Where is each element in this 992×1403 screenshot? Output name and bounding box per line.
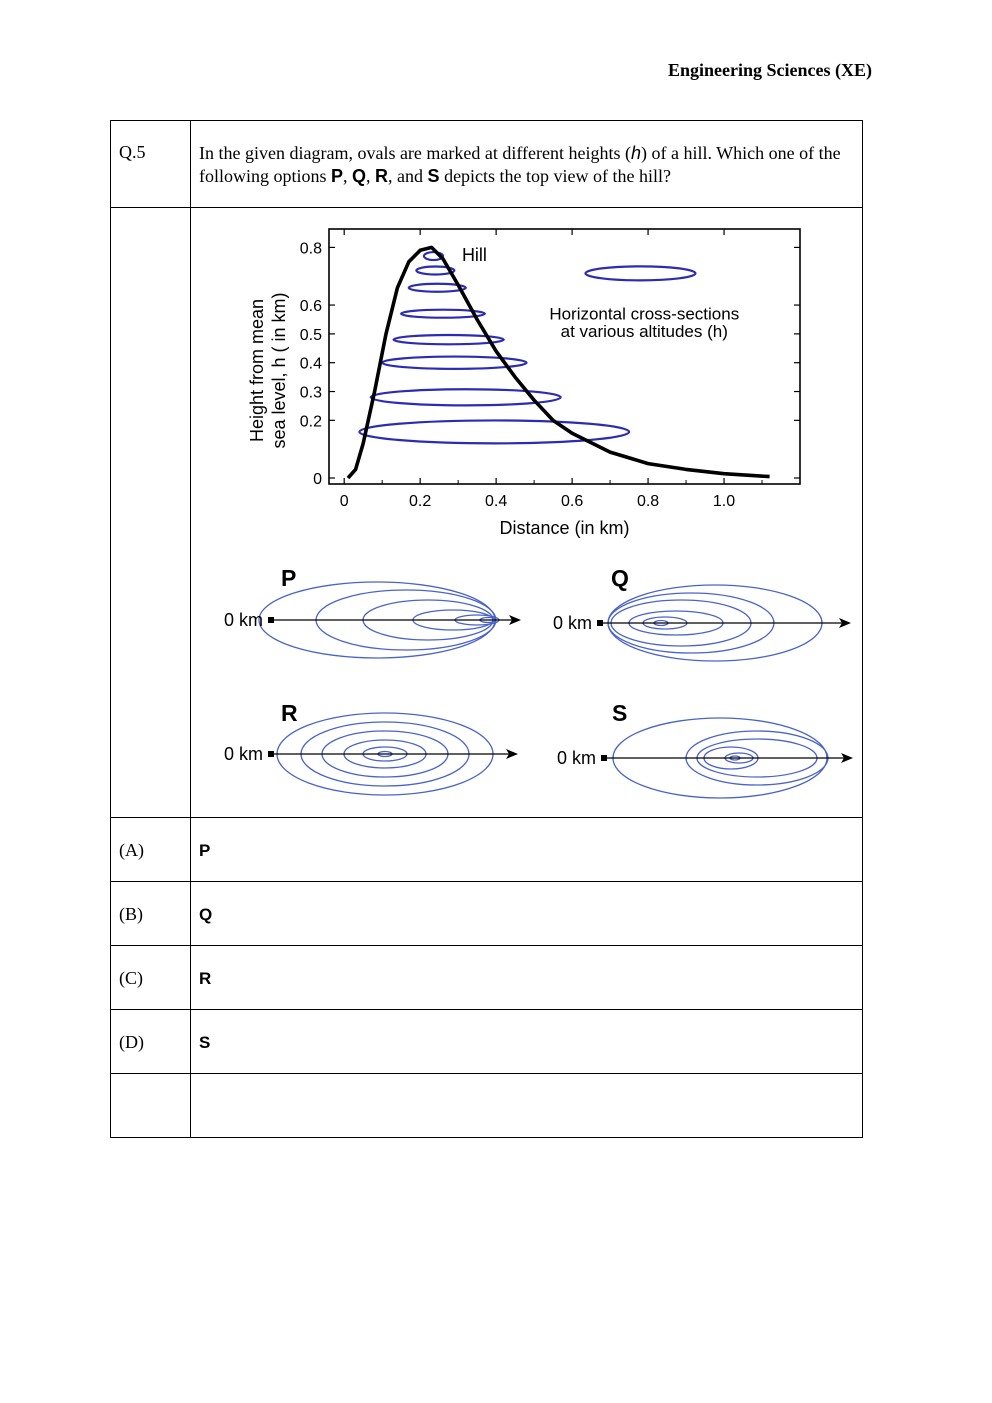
legend-oval bbox=[584, 265, 697, 282]
question-text-cell: In the given diagram, ovals are marked a… bbox=[190, 120, 863, 208]
question-text: In the given diagram, ovals are marked a… bbox=[199, 143, 841, 186]
axis-arrowhead bbox=[506, 749, 518, 759]
top-view-p: P 0 km bbox=[224, 565, 521, 659]
x-tick-label: 0.4 bbox=[485, 493, 507, 510]
x-tick-label: 0.6 bbox=[561, 493, 583, 510]
option-d-label: (D) bbox=[119, 1032, 144, 1052]
origin-label: 0 km bbox=[224, 610, 263, 630]
option-c-label: (C) bbox=[119, 968, 143, 988]
label-p: P bbox=[281, 565, 296, 591]
option-a-label: (A) bbox=[119, 840, 144, 860]
option-row-c[interactable]: (C) R bbox=[110, 945, 863, 1010]
x-tick-label: 0 bbox=[340, 493, 349, 510]
cross-section-oval bbox=[358, 419, 631, 445]
cross-section-oval bbox=[381, 355, 528, 370]
figure: 0 0.2 0.4 0.6 0.8 1.0 0 0.2 0.3 0.4 0.5 0.6 0.8 Dista… bbox=[224, 228, 853, 799]
y-tick-label: 0.8 bbox=[300, 240, 322, 257]
hill-curve bbox=[346, 245, 770, 480]
top-view-q: Q 0 km bbox=[553, 565, 851, 662]
y-tick-label: 0.3 bbox=[300, 385, 322, 402]
x-tick-label: 1.0 bbox=[713, 493, 735, 510]
option-d-value[interactable]: S bbox=[199, 1033, 211, 1052]
figure-row: 0 0.2 0.4 0.6 0.8 1.0 0 0.2 0.3 0.4 0.5 0.6 0.8 Dista… bbox=[110, 207, 863, 818]
axis-arrowhead bbox=[841, 753, 853, 763]
question-number-cell: Q.5 bbox=[110, 120, 191, 208]
option-b-label: (B) bbox=[119, 904, 143, 924]
axis-arrowhead bbox=[509, 615, 521, 625]
question-table: Q.5 In the given diagram, ovals are mark… bbox=[110, 120, 863, 1138]
origin-label: 0 km bbox=[553, 613, 592, 633]
origin-label: 0 km bbox=[224, 744, 263, 764]
x-tick-label: 0.8 bbox=[637, 493, 659, 510]
question-row: Q.5 In the given diagram, ovals are mark… bbox=[110, 120, 863, 208]
legend-text-line2: at various altitudes (h) bbox=[561, 322, 728, 341]
origin-label: 0 km bbox=[557, 748, 596, 768]
y-tick-label: 0.2 bbox=[300, 413, 322, 430]
option-row-a[interactable]: (A) P bbox=[110, 817, 863, 882]
y-axis-label-line2: sea level, h ( in km) bbox=[269, 292, 289, 448]
y-tick-label: 0.5 bbox=[300, 327, 322, 344]
figure-number-cell bbox=[110, 207, 191, 818]
y-tick-label: 0 bbox=[313, 471, 322, 488]
cross-section-oval bbox=[392, 333, 505, 346]
top-view-s: S 0 km bbox=[557, 700, 853, 799]
top-view-r: R 0 km bbox=[224, 700, 518, 796]
figure-cell: 0 0.2 0.4 0.6 0.8 1.0 0 0.2 0.3 0.4 0.5 0.6 0.8 Dista… bbox=[190, 207, 863, 818]
subject-header: Engineering Sciences (XE) bbox=[668, 60, 872, 80]
plot-frame bbox=[328, 228, 801, 485]
axis-arrowhead bbox=[839, 618, 851, 628]
question-number: Q.5 bbox=[119, 142, 146, 162]
option-c-value[interactable]: R bbox=[199, 969, 212, 988]
label-s: S bbox=[612, 700, 627, 726]
y-tick-label: 0.4 bbox=[300, 356, 322, 373]
cross-section-oval bbox=[369, 388, 562, 407]
label-q: Q bbox=[611, 565, 629, 591]
x-tick-label: 0.2 bbox=[409, 493, 431, 510]
option-row-b[interactable]: (B) Q bbox=[110, 881, 863, 946]
hill-label: Hill bbox=[462, 245, 487, 265]
blank-row bbox=[110, 1073, 863, 1138]
option-a-value[interactable]: P bbox=[199, 841, 211, 860]
hill-chart: 0 0.2 0.4 0.6 0.8 1.0 0 0.2 0.3 0.4 0.5 0.6 0.8 Dista… bbox=[247, 228, 801, 538]
cross-section-oval bbox=[415, 265, 456, 276]
label-r: R bbox=[281, 700, 298, 726]
top-view-options: P 0 km Q 0 km R 0 km S 0 km bbox=[224, 565, 853, 799]
legend-text-line1: Horizontal cross-sections bbox=[549, 304, 739, 323]
option-b-value[interactable]: Q bbox=[199, 905, 213, 924]
option-row-d[interactable]: (D) S bbox=[110, 1009, 863, 1074]
y-tick-label: 0.6 bbox=[300, 298, 322, 315]
cross-section-oval bbox=[400, 308, 486, 319]
cross-section-oval bbox=[407, 282, 467, 293]
y-axis-label-line1: Height from mean bbox=[247, 299, 267, 442]
cross-section-oval bbox=[422, 250, 445, 262]
x-axis-label: Distance (in km) bbox=[499, 518, 629, 538]
